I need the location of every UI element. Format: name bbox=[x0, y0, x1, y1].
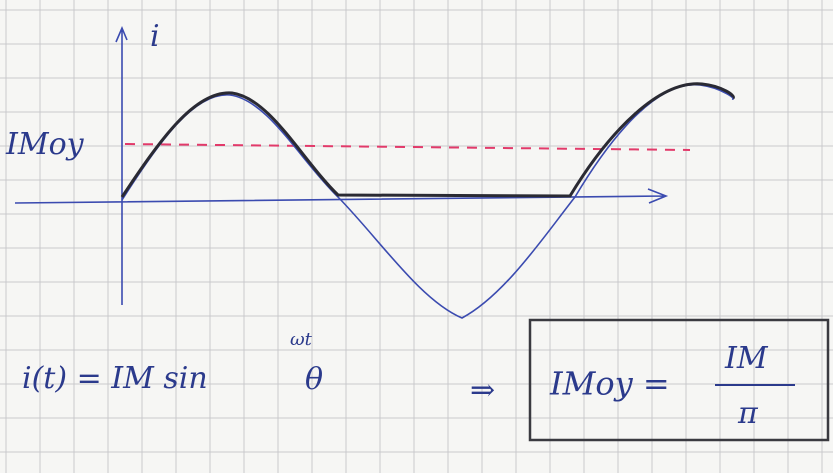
formula-angle-note: ωt bbox=[290, 329, 313, 350]
implies-arrow: ⇒ bbox=[470, 373, 495, 408]
note-page: i IMoy i(t) = IM sin θ ωt ⇒ IMoy = IM π bbox=[0, 0, 833, 473]
axis-label: i bbox=[150, 19, 160, 54]
result-numerator: IM bbox=[724, 341, 769, 376]
formula-lhs: i(t) = IM sin bbox=[22, 361, 208, 396]
formula-angle: θ bbox=[305, 362, 323, 397]
result-lhs: IMoy = bbox=[549, 365, 670, 403]
mean-label: IMoy bbox=[5, 127, 85, 162]
result-denominator: π bbox=[737, 396, 759, 431]
paper bbox=[0, 0, 833, 473]
